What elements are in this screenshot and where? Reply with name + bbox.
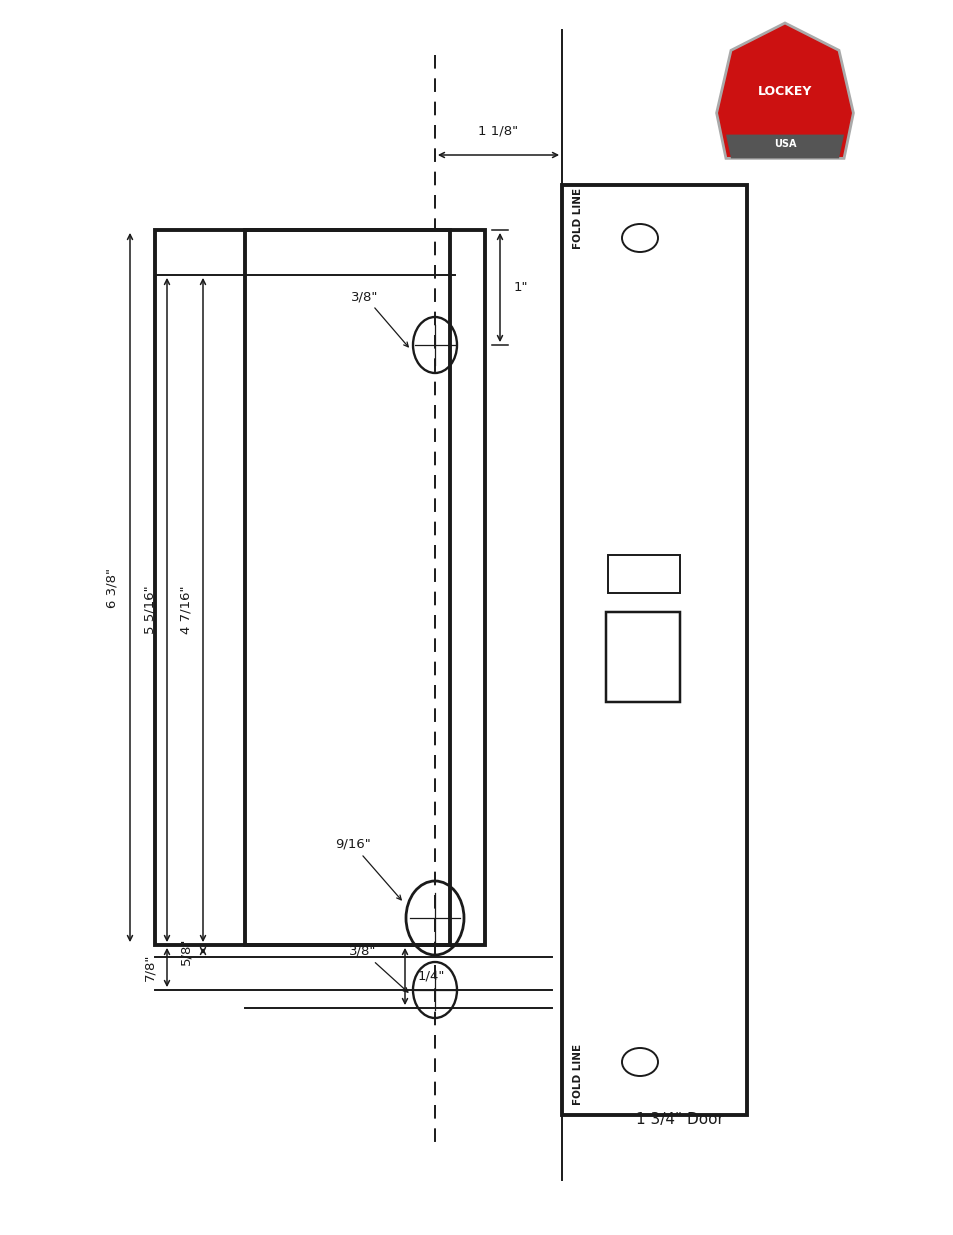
Bar xyxy=(154,230,484,945)
Text: 1/4": 1/4" xyxy=(417,969,445,983)
Text: FOLD LINE: FOLD LINE xyxy=(573,188,582,249)
Text: 5 5/16": 5 5/16" xyxy=(143,585,156,635)
Text: 1 1/8": 1 1/8" xyxy=(478,124,518,137)
Text: 3/8": 3/8" xyxy=(349,945,408,992)
Bar xyxy=(607,555,679,593)
Text: 9/16": 9/16" xyxy=(335,839,401,900)
Text: 7/8": 7/8" xyxy=(143,953,156,981)
Text: 5/8": 5/8" xyxy=(179,937,193,965)
Text: 1 3/4" Door: 1 3/4" Door xyxy=(636,1113,723,1128)
Text: FOLD LINE: FOLD LINE xyxy=(573,1044,582,1105)
Polygon shape xyxy=(725,135,843,158)
Text: Since
1970: Since 1970 xyxy=(776,163,793,174)
Text: USA: USA xyxy=(773,140,796,149)
Text: 3/8": 3/8" xyxy=(351,290,408,347)
Text: LOCKEY: LOCKEY xyxy=(757,85,811,98)
Bar xyxy=(245,230,450,945)
Text: 1": 1" xyxy=(514,282,528,294)
Bar xyxy=(561,185,746,1115)
Text: 4 7/16": 4 7/16" xyxy=(179,585,193,635)
Polygon shape xyxy=(716,23,853,158)
Text: 6 3/8": 6 3/8" xyxy=(106,568,118,608)
Bar xyxy=(605,613,679,701)
